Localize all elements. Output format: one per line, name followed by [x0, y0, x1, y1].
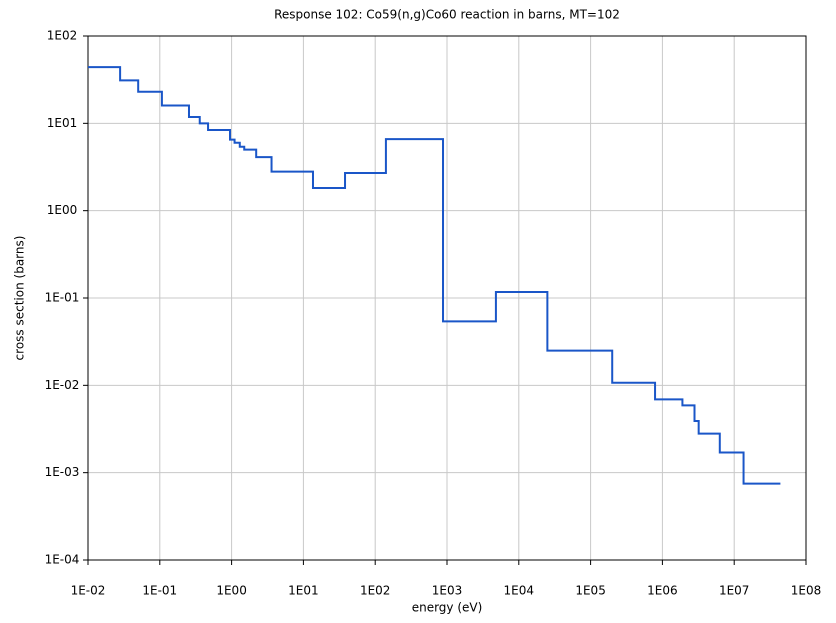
chart-title: Response 102: Co59(n,g)Co60 reaction in … [274, 8, 620, 22]
x-tick-label: 1E03 [432, 584, 463, 598]
y-axis-label: cross section (barns) [13, 236, 27, 361]
y-tick-label: 1E02 [47, 29, 78, 43]
x-tick-label: 1E-01 [142, 584, 177, 598]
x-tick-label: 1E02 [360, 584, 391, 598]
x-tick-label: 1E04 [504, 584, 535, 598]
y-tick-label: 1E01 [47, 116, 78, 130]
x-tick-label: 1E00 [216, 584, 247, 598]
x-tick-label: 1E-02 [71, 584, 106, 598]
y-tick-label: 1E-02 [45, 378, 80, 392]
y-tick-label: 1E00 [47, 203, 78, 217]
x-tick-label: 1E06 [647, 584, 678, 598]
x-tick-label: 1E07 [719, 584, 750, 598]
step-line [88, 66, 781, 485]
x-tick-label: 1E08 [791, 584, 822, 598]
y-tick-label: 1E-01 [45, 291, 80, 305]
y-tick-label: 1E-04 [45, 553, 80, 567]
x-axis-label: energy (eV) [412, 601, 483, 615]
plot-frame [87, 35, 807, 561]
y-tick-label: 1E-03 [45, 465, 80, 479]
x-tick-label: 1E01 [288, 584, 319, 598]
x-tick-label: 1E05 [575, 584, 606, 598]
